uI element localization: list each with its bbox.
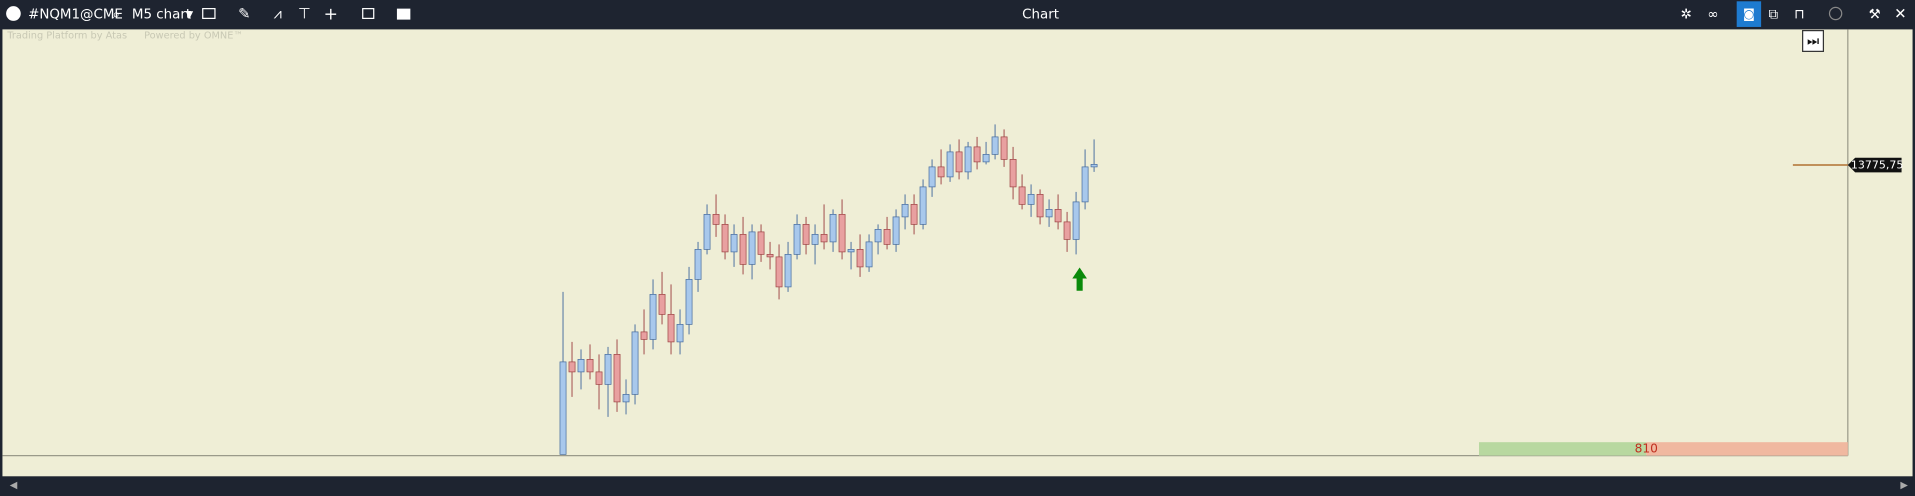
candle-body [595, 371, 603, 385]
candle-body [1018, 186, 1026, 205]
crosshair-icon[interactable]: ✲ [1681, 8, 1692, 23]
candle-body [649, 294, 657, 340]
candle-body [775, 256, 783, 288]
candle-body [937, 166, 945, 178]
copy-icon[interactable]: ⧉ [1768, 8, 1778, 23]
signal-arrow [1072, 267, 1087, 291]
close-button[interactable]: ✕ [1894, 6, 1906, 23]
scroll-end-button[interactable] [1802, 29, 1825, 52]
link-icon[interactable]: ∞ [1707, 8, 1718, 23]
candle-body [874, 229, 882, 243]
candle-body [685, 279, 693, 325]
lock-icon[interactable]: ⊓ [1794, 8, 1804, 23]
candle-body [766, 254, 774, 258]
timeframe[interactable]: M5 chart [132, 8, 191, 23]
candle-body [811, 234, 819, 245]
volume-label: 810 [1635, 441, 1658, 455]
candle-body [1036, 194, 1044, 218]
candle-body [1027, 194, 1035, 205]
candle-body [946, 151, 954, 178]
candle-body [1081, 166, 1089, 203]
candle-body [739, 234, 747, 265]
candle-body [667, 314, 675, 343]
candle-body [703, 214, 711, 250]
candle-body [928, 166, 936, 188]
candle-body [964, 146, 972, 173]
candle-body [622, 394, 630, 403]
candle-body [892, 216, 900, 245]
price-tag [1847, 157, 1902, 173]
tool-icon[interactable] [202, 8, 216, 20]
candle-body [982, 154, 990, 163]
draw-icon[interactable]: ✎ [238, 6, 250, 23]
symbol[interactable]: #NQM1@CME [28, 8, 123, 23]
indicator-icon[interactable]: ⩘ [274, 6, 282, 23]
candle-body [757, 231, 765, 255]
candle-body [883, 229, 891, 245]
color-icon[interactable] [1828, 6, 1843, 21]
volume-bar-sell [1646, 442, 1848, 456]
candle-body [793, 224, 801, 255]
candle-body [784, 254, 792, 288]
candle-body [721, 224, 729, 253]
scroll-end-icon: ⏭ [1807, 35, 1819, 50]
candle-body [829, 214, 837, 243]
candle-body [1045, 209, 1053, 218]
candle-body [568, 361, 576, 373]
candle-body [1000, 136, 1008, 160]
price-label: 13775,75 [1851, 159, 1903, 172]
candle-body [676, 324, 684, 343]
candle-body [730, 234, 738, 253]
watermark: Trading Platform by Atas [6, 30, 127, 41]
logo[interactable] [6, 6, 21, 21]
candle-body [1072, 201, 1080, 240]
candle-body [856, 249, 864, 268]
candle-body [577, 359, 585, 373]
candle-body [748, 231, 756, 265]
dropdown[interactable]: ▼ [186, 10, 194, 21]
chart-area [2, 29, 1913, 477]
candle-body [658, 294, 666, 315]
candle-body [631, 331, 639, 395]
candle-body [1009, 159, 1017, 188]
candle-body [847, 249, 855, 253]
window-title: Chart [1022, 8, 1059, 23]
template-icon[interactable]: ⊤ [298, 6, 311, 23]
scrollbar[interactable] [0, 476, 1915, 496]
layout-icon[interactable] [396, 8, 411, 20]
candle-body [694, 249, 702, 280]
candle-body [1054, 209, 1062, 223]
candle-body [838, 214, 846, 253]
candle-body [613, 354, 621, 403]
candle-body [973, 146, 981, 163]
candle-body [640, 331, 648, 340]
scroll-left[interactable]: ◀ [10, 480, 18, 491]
search-icon[interactable]: ⌕ [112, 8, 120, 23]
candle-body [712, 214, 720, 225]
candle-body [604, 354, 612, 385]
candle-body [802, 224, 810, 245]
candle-body [955, 151, 963, 173]
screenshot-button[interactable] [1736, 1, 1762, 27]
candle-body [919, 186, 927, 225]
candle-body [586, 359, 594, 373]
watermark: Powered by OMNE™ [144, 30, 243, 41]
candle-body [901, 204, 909, 218]
scroll-right[interactable]: ▶ [1900, 480, 1908, 491]
candle-body [865, 241, 873, 268]
volume-bar-buy [1478, 442, 1647, 456]
settings-icon[interactable]: ⚒ [1869, 8, 1881, 23]
add-icon[interactable]: + [324, 5, 338, 25]
candle-body [910, 204, 918, 225]
candle-body [820, 234, 828, 243]
camera-icon: ◙ [1743, 7, 1755, 22]
candle-body [991, 136, 999, 155]
candle-body [559, 361, 567, 455]
candle-body [1090, 164, 1098, 168]
window-icon[interactable] [362, 8, 375, 20]
candle-body [1063, 221, 1071, 240]
